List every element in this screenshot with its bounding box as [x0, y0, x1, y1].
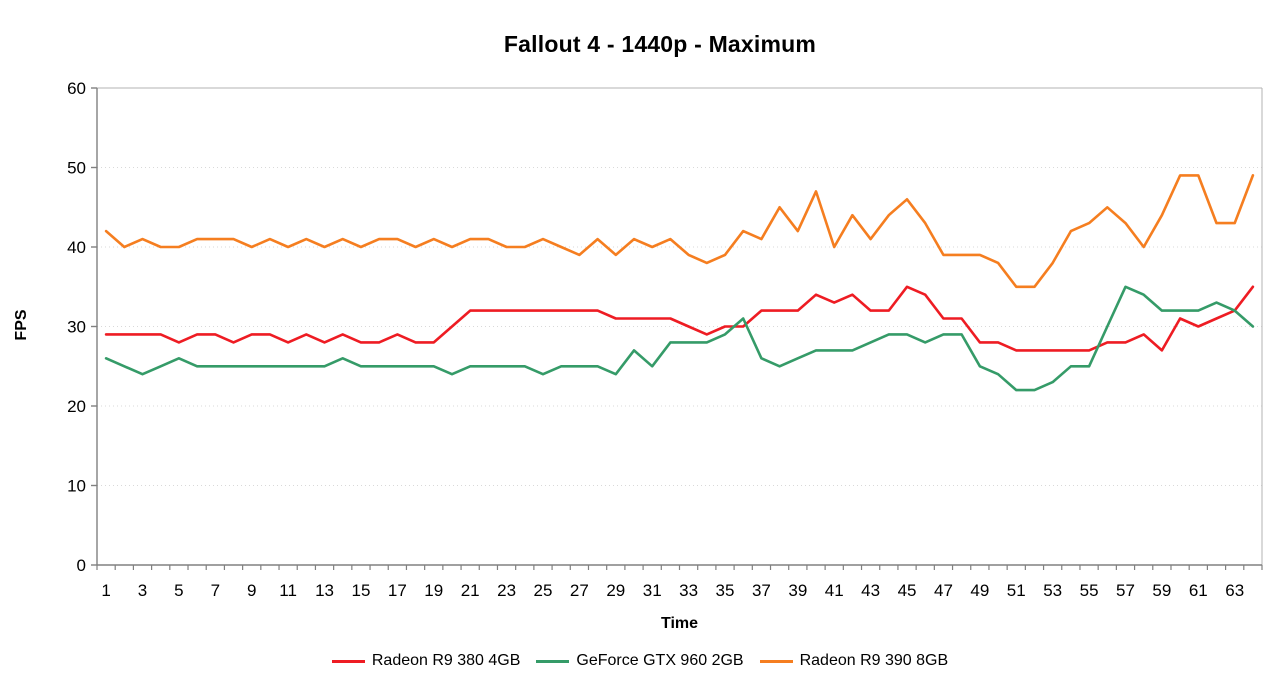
x-tick-label: 11 — [279, 581, 297, 600]
y-tick-label: 60 — [67, 79, 86, 98]
x-tick-label: 7 — [211, 581, 220, 600]
legend-label-series-1: GeForce GTX 960 2GB — [576, 652, 744, 669]
series-line-geforce-gtx-960-2gb — [104, 285, 1255, 392]
x-tick-label: 19 — [424, 581, 443, 600]
x-tick-label: 49 — [970, 581, 989, 600]
x-tick-label: 33 — [679, 581, 698, 600]
x-tick-label: 31 — [643, 581, 662, 600]
legend-swatch-series-0 — [331, 659, 365, 663]
legend-swatch-series-1 — [536, 659, 570, 663]
y-axis-title: FPS — [13, 309, 30, 341]
x-tick-label: 15 — [351, 581, 370, 600]
x-tick-label: 5 — [174, 581, 183, 600]
x-tick-label: 3 — [138, 581, 147, 600]
chart-title: Fallout 4 - 1440p - Maximum — [503, 31, 817, 57]
x-tick-label: 29 — [606, 581, 625, 600]
y-tick-label: 0 — [77, 556, 86, 575]
x-tick-label: 9 — [247, 581, 256, 600]
x-tick-label: 43 — [861, 581, 880, 600]
legend-item: Radeon R9 390 8GB — [759, 652, 949, 670]
x-tick-label: 35 — [716, 581, 735, 600]
x-tick-label: 47 — [934, 581, 953, 600]
x-tick-label: 21 — [461, 581, 480, 600]
legend-label-series-2: Radeon R9 390 8GB — [799, 652, 949, 669]
legend-label-series-0: Radeon R9 380 4GB — [371, 652, 521, 669]
x-tick-label: 45 — [898, 581, 917, 600]
legend: Radeon R9 380 4GB GeForce GTX 960 2GB Ra… — [0, 652, 1280, 670]
x-tick-label: 41 — [825, 581, 844, 600]
y-tick-label: 40 — [67, 238, 86, 257]
y-tick-label: 10 — [67, 477, 86, 496]
x-tick-label: 1 — [101, 581, 110, 600]
x-tick-label: 53 — [1043, 581, 1062, 600]
x-tick-label: 23 — [497, 581, 516, 600]
x-tick-label: 59 — [1152, 581, 1171, 600]
y-tick-label: 50 — [67, 159, 86, 178]
x-tick-label: 25 — [534, 581, 553, 600]
series-line-radeon-r9-390-8gb — [104, 174, 1255, 289]
y-tick-label: 30 — [67, 318, 86, 337]
series-line-radeon-r9-380-4gb — [104, 285, 1255, 352]
x-tick-label: 13 — [315, 581, 334, 600]
legend-item: Radeon R9 380 4GB — [331, 652, 521, 670]
x-tick-label: 17 — [388, 581, 407, 600]
legend-item: GeForce GTX 960 2GB — [536, 652, 744, 670]
y-tick-label: 20 — [67, 397, 86, 416]
x-tick-label: 55 — [1080, 581, 1099, 600]
x-tick-label: 51 — [1007, 581, 1026, 600]
x-tick-label: 63 — [1225, 581, 1244, 600]
x-tick-label: 57 — [1116, 581, 1135, 600]
legend-swatch-series-2 — [759, 659, 793, 663]
x-tick-label: 39 — [788, 581, 807, 600]
x-axis-title: Time — [660, 615, 699, 632]
x-tick-label: 61 — [1189, 581, 1208, 600]
x-tick-label: 27 — [570, 581, 589, 600]
x-tick-label: 37 — [752, 581, 771, 600]
